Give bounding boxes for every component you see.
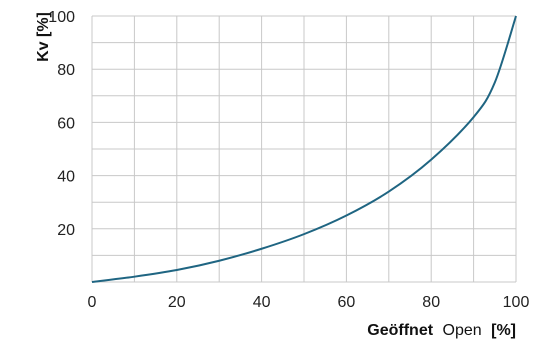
- x-tick-label: 60: [338, 294, 356, 311]
- y-tick-label: 80: [57, 62, 75, 79]
- y-tick-label: 60: [57, 115, 75, 132]
- kv-curve-line: [91, 15, 517, 283]
- y-tick-label: 100: [48, 9, 75, 26]
- y-tick-label: 40: [57, 169, 75, 186]
- x-tick-label: 40: [253, 294, 271, 311]
- tick-labels: 0 20 40 60 80 100 20 40 60 80 100: [48, 9, 529, 311]
- x-axis-title-de: Geöffnet: [367, 322, 433, 339]
- x-tick-label: 100: [503, 294, 530, 311]
- x-axis-title: Geöffnet Open [%]: [367, 322, 516, 339]
- x-tick-label: 20: [168, 294, 186, 311]
- x-axis-title-en: Open: [443, 322, 482, 339]
- grid: [91, 15, 517, 283]
- x-tick-label: 0: [88, 294, 97, 311]
- x-tick-label: 80: [422, 294, 440, 311]
- y-axis-title: Kv [%]: [35, 12, 52, 62]
- series-layer: [91, 15, 517, 283]
- y-tick-label: 20: [57, 222, 75, 239]
- x-axis-title-unit: [%]: [491, 322, 516, 339]
